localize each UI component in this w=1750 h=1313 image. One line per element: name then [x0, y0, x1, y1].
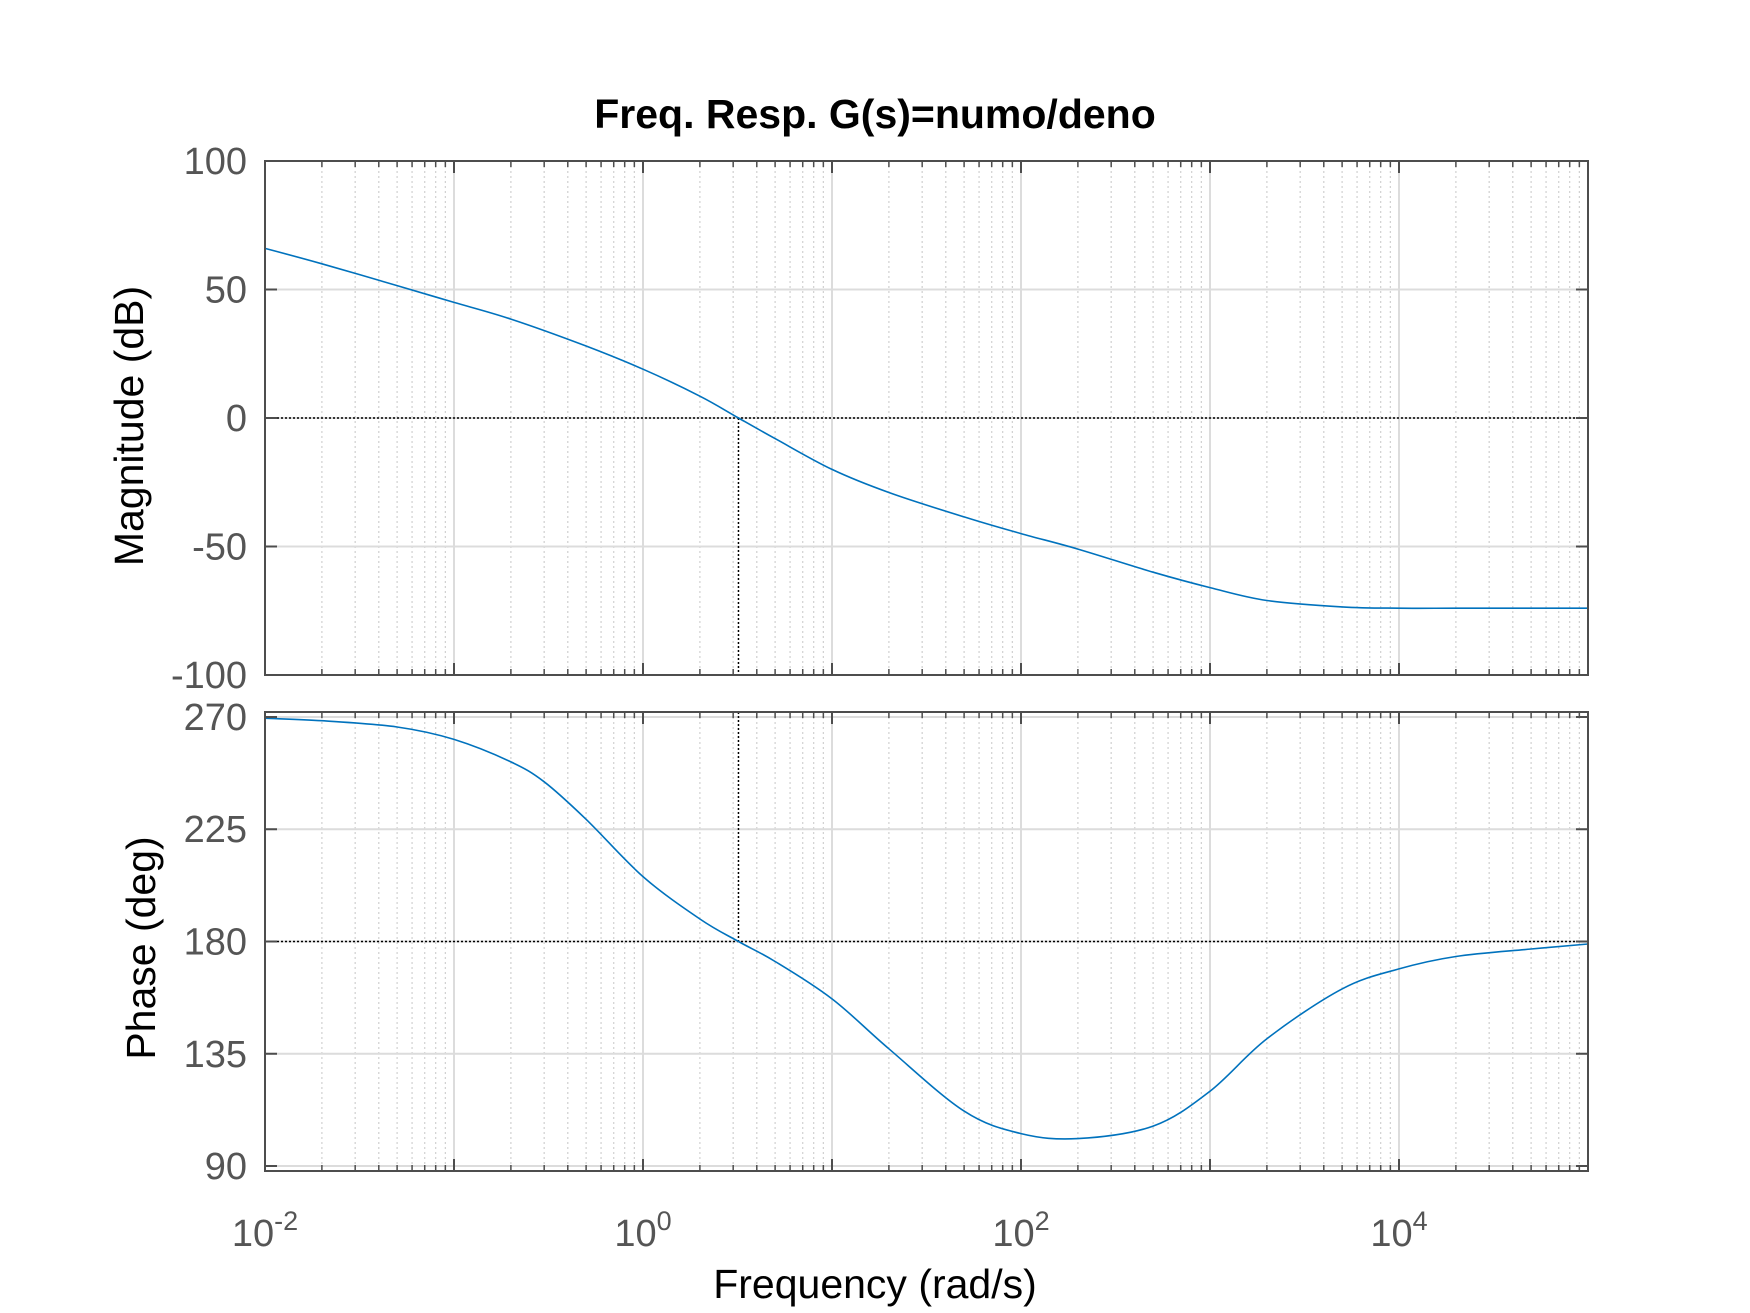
phase-panel: 270 225 180 135 90 10-2 100 102 104	[184, 697, 1589, 1255]
y-tick-label: 270	[184, 697, 247, 739]
phase-reference-lines	[265, 712, 1588, 943]
y-tick-label: 180	[184, 922, 247, 964]
chart-title: Freq. Resp. G(s)=numo/deno	[594, 91, 1156, 137]
magnitude-panel: 100 50 0 -50 -100	[171, 141, 1589, 697]
magnitude-y-tick-labels: 100 50 0 -50 -100	[171, 141, 247, 697]
y-tick-label: 225	[184, 809, 247, 851]
x-tick-label: 100	[614, 1206, 671, 1255]
phase-curve	[264, 717, 1589, 1140]
y-tick-label: 50	[205, 270, 247, 312]
x-tick-labels: 10-2 100 102 104	[232, 1206, 1428, 1255]
series-line	[264, 247, 1588, 610]
y-tick-label: 100	[184, 141, 247, 183]
x-tick-label: 104	[1370, 1206, 1427, 1255]
phase-tick-marks	[264, 712, 1588, 1171]
phase-y-axis-label: Phase (deg)	[118, 836, 164, 1059]
magnitude-tick-marks	[264, 160, 1588, 676]
series-line	[264, 717, 1589, 1140]
magnitude-y-axis-label: Magnitude (dB)	[106, 286, 152, 566]
phase-y-tick-labels: 270 225 180 135 90	[184, 697, 247, 1188]
y-tick-label: 90	[205, 1146, 247, 1188]
x-tick-label: 102	[992, 1206, 1049, 1255]
y-tick-label: -100	[171, 655, 247, 697]
y-tick-label: -50	[192, 527, 247, 569]
magnitude-curve	[264, 247, 1588, 610]
x-tick-label: 10-2	[232, 1206, 298, 1255]
y-tick-label: 0	[226, 398, 247, 440]
x-axis-label: Frequency (rad/s)	[713, 1261, 1037, 1307]
magnitude-reference-lines	[265, 417, 1588, 675]
y-tick-label: 135	[184, 1034, 247, 1076]
